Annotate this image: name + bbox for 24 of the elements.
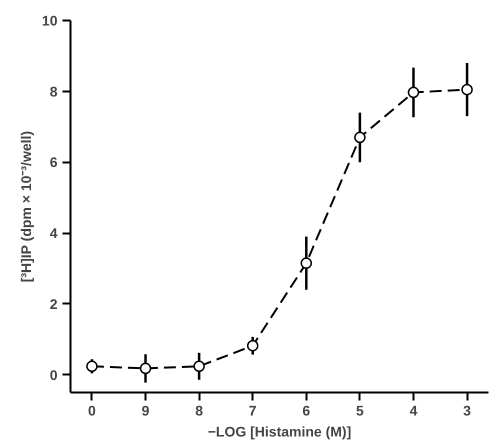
x-tick-label: 7: [248, 402, 257, 418]
y-tick-label: 8: [50, 83, 58, 100]
y-axis-title: [³H]IP (dpm × 10⁻³/well): [18, 130, 34, 282]
y-tick-label: 6: [50, 154, 58, 170]
y-tick-label: 0: [50, 366, 58, 383]
point: [461, 84, 473, 96]
point: [408, 86, 420, 98]
x-tick-label: 0: [88, 402, 96, 418]
y-tick-label: 10: [42, 12, 58, 28]
x-tick-label: 5: [356, 402, 364, 418]
x-tick-label: 8: [195, 402, 204, 418]
y-tick-label: 4: [50, 225, 58, 242]
x-tick-label: 3: [463, 402, 472, 418]
point: [246, 340, 258, 352]
y-tick-label: 2: [50, 296, 58, 312]
x-tick-label: 4: [410, 402, 418, 418]
point: [354, 132, 366, 144]
point: [86, 360, 98, 372]
x-tick-label: 6: [302, 402, 310, 418]
x-tick-label: 9: [142, 402, 150, 418]
point: [300, 257, 312, 269]
point: [140, 362, 152, 374]
point: [193, 360, 205, 372]
x-axis-title: −LOG [Histamine (M)]: [208, 424, 352, 440]
